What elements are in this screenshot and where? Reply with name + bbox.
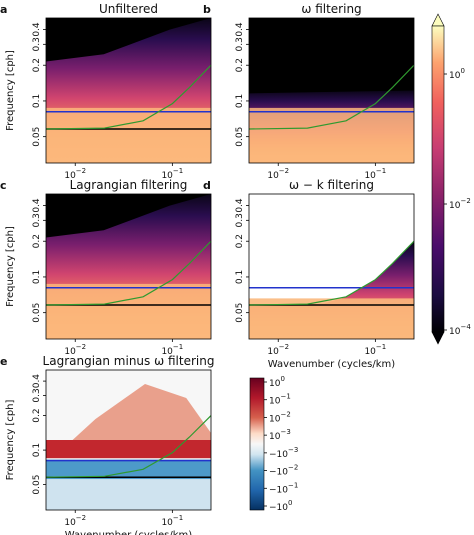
y-tick-label: 0.1 — [235, 94, 245, 108]
y-tick-label: 0.05 — [32, 475, 42, 495]
colorbar-tick-label: 100 — [449, 67, 465, 81]
panel-b: 0.40.3 0.2 0.1 0.05 10−2 10−1 ω filtering b — [203, 2, 415, 181]
y-tick-label: 0.1 — [32, 94, 42, 108]
axes-frame — [248, 17, 415, 164]
axes-frame — [45, 17, 212, 164]
negative-band — [46, 459, 211, 480]
colorbar-tick-label: −100 — [269, 499, 292, 513]
colorbar-tick-label: 10−4 — [449, 323, 471, 337]
green-dispersion-curve — [249, 64, 414, 130]
colorbar-tick-label: 10−2 — [449, 197, 471, 211]
positive-band — [46, 440, 211, 459]
y-axis-label: Frequency [cph] — [5, 50, 16, 131]
panel-letter: c — [0, 179, 7, 192]
colorbar-extend-top — [431, 13, 445, 27]
colorbar-magma-bar — [431, 25, 445, 333]
y-tick-label: 0.05 — [32, 303, 42, 323]
panel-d: 0.40.3 0.2 0.1 0.05 10−2 10−1 ω − k filtering d… — [203, 178, 415, 370]
x-axis-label: Wavenumber (cycles/km) — [65, 530, 193, 535]
x-tick-label: 10−2 — [267, 167, 289, 181]
y-tick-label: 0.4 — [235, 22, 245, 37]
y-tick-label: 0.05 — [235, 303, 245, 323]
axes-frame — [45, 193, 212, 340]
y-tick-label: 0.3 — [32, 213, 42, 227]
x-tick-label: 10−1 — [161, 514, 183, 528]
x-tick-label: 10−1 — [364, 343, 386, 357]
green-dispersion-curve — [46, 240, 211, 306]
x-tick-label: 10−2 — [267, 343, 289, 357]
panel-title: ω − k filtering — [289, 178, 374, 192]
axes-frame — [248, 193, 415, 340]
colorbar-tick-label: 10−3 — [269, 428, 291, 442]
green-dispersion-curve — [46, 64, 211, 130]
colorbar-tick-label: −10−2 — [269, 464, 298, 478]
low-frequency-band — [249, 107, 414, 163]
panel-letter: d — [203, 179, 211, 192]
green-dispersion-curve — [46, 415, 211, 478]
y-tick-label: 0.4 — [32, 198, 42, 213]
y-tick-label: 0.05 — [235, 127, 245, 147]
y-tick-label: 0.2 — [32, 408, 42, 422]
colorbar-tick-label: −10−1 — [269, 481, 298, 495]
y-axis-label: Frequency [cph] — [5, 399, 16, 480]
y-tick-label: 0.4 — [235, 198, 245, 213]
y-tick-label: 0.3 — [32, 37, 42, 51]
y-tick-label: 0.3 — [235, 213, 245, 227]
panel-title: ω filtering — [301, 2, 361, 16]
y-tick-label: 0.05 — [32, 127, 42, 147]
panel-title: Lagrangian minus ω filtering — [43, 354, 215, 368]
low-frequency-band — [46, 283, 211, 339]
y-tick-label: 0.4 — [32, 374, 42, 389]
x-tick-label: 10−2 — [64, 167, 86, 181]
panel-letter: e — [0, 355, 7, 368]
x-tick-label: 10−1 — [161, 167, 183, 181]
y-tick-label: 0.2 — [32, 234, 42, 248]
panel-letter: b — [203, 3, 211, 16]
x-tick-label: 10−1 — [364, 167, 386, 181]
green-dispersion-curve — [249, 240, 414, 306]
axes-frame — [45, 369, 212, 511]
y-tick-label: 0.4 — [32, 22, 42, 37]
x-axis-label: Wavenumber (cycles/km) — [268, 359, 396, 370]
y-axis-label: Frequency [cph] — [5, 226, 16, 307]
panel-letter: a — [0, 3, 7, 16]
y-tick-label: 0.3 — [32, 388, 42, 402]
panel-title: Unfiltered — [99, 2, 158, 16]
positive-difference — [54, 384, 211, 457]
colorbar-tick-label: 10−1 — [269, 393, 291, 407]
x-tick-label: 10−2 — [64, 343, 86, 357]
y-tick-label: 0.2 — [235, 58, 245, 72]
colorbar-rdbu: 100 10−1 10−2 10−3 −10−3 −10−2 −10−1 −100 — [249, 375, 298, 513]
colorbar-magma: 100 10−2 10−4 — [431, 13, 471, 345]
y-tick-label: 0.1 — [32, 443, 42, 457]
panel-c: 0.40.3 0.2 0.1 0.05 10−2 10−1 Lagrangian filte… — [0, 178, 212, 357]
colorbar-tick-label: −10−3 — [269, 446, 298, 460]
colorbar-tick-label: 100 — [269, 375, 285, 389]
y-tick-label: 0.2 — [235, 234, 245, 248]
x-tick-label: 10−1 — [161, 343, 183, 357]
panel-a: 0.40.3 0.2 0.1 0.05 10−2 10−1 Unfiltered a Frequ… — [0, 2, 212, 181]
colorbar-rdbu-bar — [249, 377, 265, 511]
y-tick-label: 0.1 — [235, 270, 245, 284]
x-tick-label: 10−2 — [64, 514, 86, 528]
low-frequency-band — [46, 107, 211, 163]
colorbar-extend-bottom — [431, 331, 445, 345]
y-tick-label: 0.3 — [235, 37, 245, 51]
y-tick-label: 0.2 — [32, 58, 42, 72]
y-tick-label: 0.1 — [32, 270, 42, 284]
panel-e: 0.40.3 0.2 0.1 0.05 10−2 10−1 Lagrangian minus… — [0, 354, 214, 535]
negative-weak-band — [46, 479, 211, 510]
panel-title: Lagrangian filtering — [70, 178, 188, 192]
colorbar-tick-label: 10−2 — [269, 410, 291, 424]
